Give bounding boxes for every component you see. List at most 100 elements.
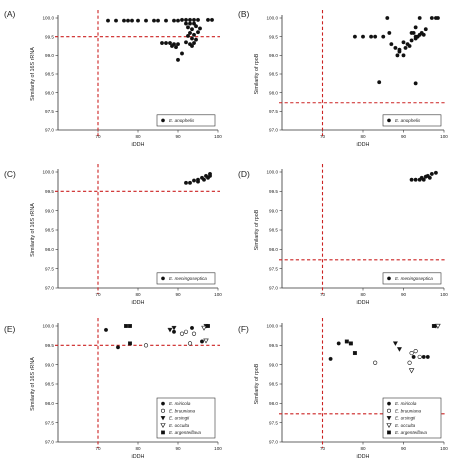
legend-marker (161, 401, 165, 406)
y-tick-label: 98.5 (45, 228, 54, 233)
legend-entry: E. ursingii (169, 416, 190, 421)
y-tick-label: 98.0 (269, 90, 278, 95)
legend-marker (161, 408, 166, 413)
data-point (196, 17, 200, 22)
legend-entry: E. argenteiflava (395, 430, 427, 435)
data-point (413, 36, 418, 41)
x-tick-label: 90 (175, 292, 181, 297)
y-axis-title: Similarity of 16S rRNA (30, 203, 36, 257)
y-tick-label: 98.0 (45, 247, 54, 252)
x-axis-title: iDDH (132, 300, 145, 306)
data-point (413, 349, 418, 354)
data-point (203, 338, 209, 344)
y-tick-label: 97.0 (269, 128, 278, 133)
legend-marker (160, 423, 166, 428)
x-tick-label: 80 (360, 292, 366, 297)
y-tick-label: 98.5 (269, 228, 278, 233)
x-axis-title: iDDH (132, 454, 145, 460)
x-tick-label: 100 (214, 134, 222, 139)
data-point (429, 16, 434, 20)
y-axis-title: Similarity of 16S rRNA (30, 357, 36, 411)
y-tick-label: 97.0 (45, 440, 54, 445)
data-point (164, 41, 168, 45)
legend-marker (386, 408, 391, 413)
y-tick-label: 99.0 (269, 362, 278, 367)
data-point (396, 347, 402, 352)
y-tick-label: 98.5 (269, 72, 278, 77)
panel-c: (C) 97.0 97.5 98.0 98.5 99.0 99.5 100.0 70 80 90 10… (4, 164, 222, 306)
panel-label: (F) (238, 324, 249, 334)
y-tick-label: 99.5 (269, 189, 278, 194)
data-point (425, 354, 430, 359)
data-point (377, 80, 382, 85)
y-tick-label: 99.5 (45, 34, 54, 39)
data-point (168, 41, 172, 45)
data-point (184, 17, 188, 22)
legend-entry: E. miricola (169, 401, 191, 406)
data-point (114, 18, 118, 23)
data-point (179, 331, 185, 336)
data-point (397, 47, 402, 52)
data-point (192, 21, 196, 26)
panel-label: (B) (238, 9, 250, 19)
data-point (180, 17, 184, 22)
y-tick-label: 97.5 (45, 109, 54, 114)
data-point (389, 42, 394, 47)
data-point (407, 360, 412, 365)
legend-box (382, 272, 442, 285)
data-point (361, 34, 365, 39)
y-tick-label: 100.0 (43, 324, 55, 329)
legend-marker (387, 430, 391, 435)
data-point (183, 329, 189, 334)
data-point (208, 173, 212, 178)
data-point (201, 325, 207, 331)
panel-label: (D) (238, 169, 250, 179)
data-point (191, 331, 197, 336)
data-point (411, 354, 416, 359)
y-tick-label: 97.5 (45, 420, 54, 425)
data-point (192, 32, 196, 37)
data-point (198, 26, 202, 31)
y-tick-label: 97.5 (269, 420, 278, 425)
data-point (413, 177, 418, 182)
legend-marker (387, 276, 391, 281)
legend-marker (387, 118, 391, 123)
data-point (381, 34, 386, 39)
data-point (106, 18, 110, 23)
data-point (409, 177, 414, 182)
x-tick-label: 100 (440, 446, 448, 451)
data-point (104, 327, 108, 332)
data-point (409, 350, 414, 356)
data-point (409, 30, 414, 35)
y-tick-label: 100.0 (267, 170, 279, 175)
legend-entry: E. ursingii (395, 416, 416, 421)
data-point (186, 25, 190, 30)
y-tick-label: 99.0 (45, 53, 54, 58)
data-point (431, 324, 436, 328)
data-point (407, 44, 412, 48)
data-point (401, 53, 406, 58)
legend-entry: E. meningoseptica (169, 276, 207, 281)
data-point (124, 324, 128, 328)
x-tick-label: 70 (95, 446, 101, 451)
panel-e: (E) 97.0 97.5 98.0 98.5 99.0 99.5 100.0 70 80 90 10… (4, 318, 222, 460)
panel-b: (B) 97.0 97.5 98.0 98.5 99.0 99.5 100.0 70 80 90 10… (238, 9, 448, 148)
legend-entry: E. miricola (395, 401, 417, 406)
data-point (184, 21, 188, 26)
data-point (176, 57, 180, 62)
y-tick-label: 99.5 (269, 34, 278, 39)
data-point (184, 40, 188, 45)
data-point (352, 351, 357, 356)
data-point (192, 41, 196, 45)
legend-box (156, 114, 216, 127)
y-tick-label: 100.0 (43, 16, 55, 21)
data-point (328, 356, 333, 361)
x-tick-label: 90 (401, 134, 407, 139)
data-point (392, 341, 398, 346)
x-tick-label: 80 (135, 292, 141, 297)
data-point (433, 170, 438, 175)
panel-f: (F) 97.0 97.5 98.0 98.5 99.0 99.5 100.0 70 80 90 10… (238, 318, 448, 460)
data-point (126, 18, 130, 23)
y-tick-label: 99.0 (45, 362, 54, 367)
data-point (206, 17, 210, 22)
